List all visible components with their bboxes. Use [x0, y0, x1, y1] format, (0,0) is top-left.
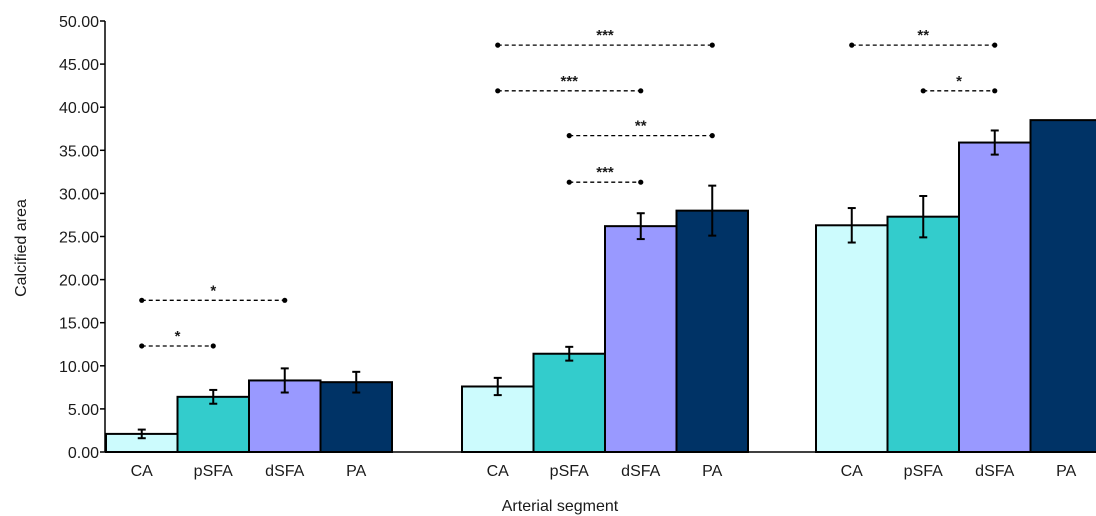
bar-psfa: [886, 215, 960, 453]
significance-label: ***: [560, 73, 578, 90]
significance-bracket: **: [566, 118, 715, 139]
y-tick-label: 40.00: [59, 100, 99, 117]
significance-brackets: ****************: [139, 27, 998, 349]
x-axis-title: Arterial segment: [502, 498, 619, 515]
y-tick-label: 25.00: [59, 230, 99, 247]
x-tick-label: CA: [841, 463, 864, 480]
x-tick-label: pSFA: [550, 463, 589, 480]
x-tick-label: dSFA: [975, 463, 1014, 480]
bar-ca: [815, 224, 889, 453]
y-tick-label: 30.00: [59, 186, 99, 203]
bar-pa: [1029, 119, 1096, 453]
x-tick-label: pSFA: [904, 463, 943, 480]
y-tick-label: 15.00: [59, 316, 99, 333]
significance-bracket: **: [849, 27, 998, 48]
x-tick-label: dSFA: [265, 463, 304, 480]
bar-dsfa: [604, 225, 678, 453]
x-tick-label: pSFA: [194, 463, 233, 480]
error-bar: [493, 376, 502, 397]
significance-label: *: [210, 282, 216, 299]
y-tick-label: 0.00: [68, 445, 99, 462]
error-bar: [990, 129, 999, 156]
bars: [105, 119, 1096, 454]
bar-pa: [675, 209, 749, 453]
error-bar: [565, 345, 574, 362]
x-tick-label: PA: [702, 463, 722, 480]
significance-label: *: [956, 73, 962, 90]
error-bars: [137, 129, 999, 440]
significance-label: ***: [596, 164, 614, 181]
x-tick-label: PA: [1056, 463, 1076, 480]
y-axis-title: Calcified area: [13, 199, 30, 297]
x-tick-label: dSFA: [621, 463, 660, 480]
significance-bracket: *: [139, 282, 288, 303]
bar-psfa: [176, 395, 250, 453]
bar-psfa: [532, 352, 606, 453]
bar-ca: [461, 385, 535, 454]
error-bar: [708, 184, 717, 237]
y-tick-label: 20.00: [59, 273, 99, 290]
y-tick-label: 5.00: [68, 402, 99, 419]
x-axis: CA pSFA dSFA PA CA pSFA dSFA PA CA pSFA dSFA PA: [105, 451, 1096, 480]
x-tick-label: CA: [131, 463, 154, 480]
bar-pa: [319, 381, 393, 454]
significance-bracket: ***: [495, 73, 644, 94]
bar-dsfa: [958, 141, 1032, 454]
y-tick-label: 50.00: [59, 14, 99, 31]
error-bar: [280, 367, 289, 394]
error-bar: [352, 370, 361, 394]
error-bar: [847, 207, 856, 244]
significance-bracket: *: [920, 73, 998, 94]
significance-label: **: [635, 118, 647, 135]
y-tick-label: 35.00: [59, 143, 99, 160]
significance-bracket: ***: [566, 164, 644, 185]
significance-label: ***: [596, 27, 614, 44]
error-bar: [919, 194, 928, 239]
significance-label: **: [917, 27, 929, 44]
error-bar: [209, 388, 218, 405]
error-bar: [636, 212, 645, 241]
x-tick-label: PA: [346, 463, 366, 480]
significance-label: *: [175, 328, 181, 345]
significance-bracket: ***: [495, 27, 715, 48]
y-tick-label: 45.00: [59, 57, 99, 74]
significance-bracket: *: [139, 328, 216, 349]
error-bar: [137, 428, 146, 440]
x-tick-label: CA: [487, 463, 510, 480]
y-axis: 0.00 5.00 10.00 15.00 20.00 25.00 30.00 35.00 40…: [59, 14, 106, 462]
y-tick-label: 10.00: [59, 359, 99, 376]
